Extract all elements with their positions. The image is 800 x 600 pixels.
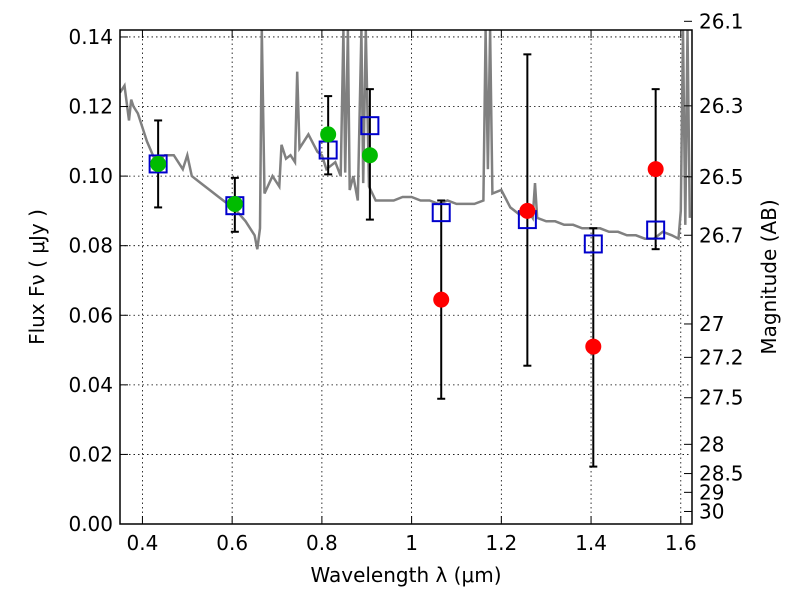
y2-tick-label: 26.5 [699, 165, 744, 189]
observed-circle-point [433, 291, 450, 308]
observed-circle-point [361, 147, 378, 164]
y2-tick-label: 28 [699, 432, 724, 456]
y2-tick-label: 26.1 [699, 9, 744, 33]
y-tick-label: 0.02 [68, 442, 113, 466]
x-tick-label: 1.4 [575, 531, 607, 555]
model-square-point [583, 234, 603, 254]
y2-tick-label: 27 [699, 312, 724, 336]
y2-tick-label: 26.3 [699, 94, 744, 118]
y-tick-label: 0.06 [68, 303, 113, 327]
y-tick-label: 0.14 [68, 25, 113, 49]
observed-circle-point [647, 161, 664, 178]
observed-circle-point [320, 126, 337, 143]
series-layer [120, 30, 692, 468]
x-tick-label: 0.6 [216, 531, 248, 555]
y-tick-label: 0.08 [68, 234, 113, 258]
x-tick-label: 0.4 [127, 531, 159, 555]
observed-photometry-points [150, 126, 664, 355]
observed-circle-point [150, 155, 167, 172]
model-square-point [646, 220, 666, 240]
y-tick-label: 0.00 [68, 512, 113, 536]
x-axis-label: Wavelength λ (μm) [310, 563, 501, 587]
y-tick-label: 0.10 [68, 164, 113, 188]
y2-tick-label: 26.7 [699, 223, 744, 247]
observed-circle-point [519, 202, 536, 219]
y-tick-label: 0.04 [68, 373, 113, 397]
observed-circle-point [585, 338, 602, 355]
model-spectrum-line [120, 30, 692, 250]
observed-circle-point [226, 195, 243, 212]
model-square-point [360, 116, 380, 136]
y-tick-label: 0.12 [68, 95, 113, 119]
model-square-point [148, 154, 168, 174]
y2-tick-label: 27.5 [699, 386, 744, 410]
plot-frame [119, 29, 693, 525]
y2-axis-label: Magnitude (AB) [757, 199, 781, 354]
axes: 0.4 0.6 0.8 1 1.2 1.4 1.6 0.00 0.02 0.04 0.06 0.08 0… [68, 9, 743, 555]
y2-tick-label: 29 [699, 480, 724, 504]
y2-tick-label: 30 [699, 499, 724, 523]
plot-area [120, 30, 692, 524]
y2-tick-label: 27.2 [699, 345, 744, 369]
y-axis-label: Flux Fν ( μJy ) [25, 209, 49, 345]
y2-tick-label: 28.5 [699, 462, 744, 486]
x-tick-label: 1.2 [485, 531, 517, 555]
x-tick-label: 1.6 [665, 531, 697, 555]
x-tick-label: 0.8 [306, 531, 338, 555]
x-tick-label: 1 [405, 531, 418, 555]
model-square-point [431, 203, 451, 223]
